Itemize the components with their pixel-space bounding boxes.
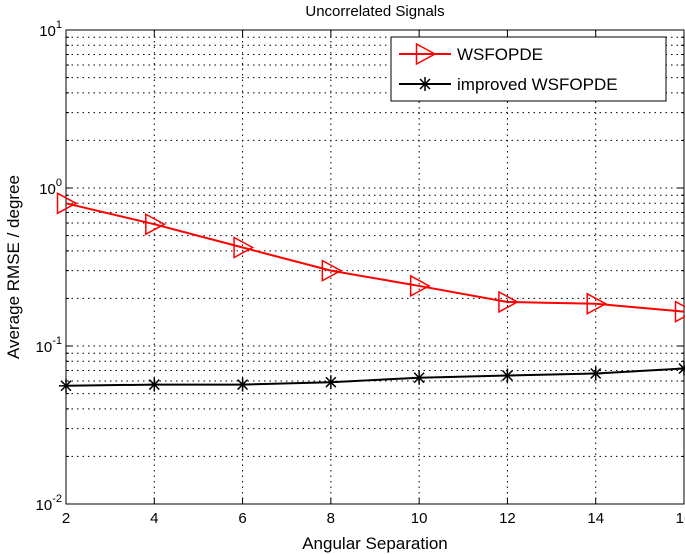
series-line: [65, 202, 685, 313]
y-tick-label: 101: [39, 19, 62, 40]
x-axis-label: Angular Separation: [302, 534, 448, 553]
grid: [66, 30, 684, 504]
series-line: [65, 367, 685, 387]
legend-marker: [415, 42, 437, 66]
legend: WSFOPDE improved WSFOPDE: [390, 36, 667, 102]
y-axis-label: Average RMSE / degree: [4, 175, 23, 359]
plot-area: [65, 29, 685, 505]
data-point: [409, 274, 431, 298]
axis-ticks: 2 4 6 8 10 12 14 16 10-2 10-1 100 101: [36, 19, 685, 527]
data-point: [59, 378, 73, 393]
legend-entry: improved WSFOPDE: [399, 75, 618, 94]
x-tick-label: 4: [150, 510, 158, 527]
data-point: [235, 377, 250, 392]
x-tick-label: 6: [238, 510, 246, 527]
data-point: [56, 192, 78, 215]
data-point: [412, 370, 427, 385]
x-tick-label: 12: [499, 510, 516, 527]
legend-box: [390, 36, 667, 102]
x-tick-label: 14: [587, 510, 604, 527]
x-tick-label: 16: [676, 510, 685, 527]
legend-label: improved WSFOPDE: [457, 75, 618, 94]
data-point: [233, 236, 255, 259]
data-point: [677, 361, 685, 376]
x-tick-label: 8: [327, 510, 335, 527]
data-point: [588, 366, 603, 381]
series-improved-wsfopde: [59, 361, 685, 393]
legend-entry: WSFOPDE: [399, 42, 543, 66]
x-tick-label: 2: [62, 510, 70, 527]
y-tick-label: 10-1: [36, 335, 62, 356]
data-point: [498, 290, 520, 314]
y-tick-label: 10-2: [36, 493, 62, 514]
data-point: [323, 375, 338, 390]
data-point: [500, 368, 515, 383]
data-point: [147, 377, 162, 392]
series-wsfopde: [56, 192, 685, 323]
y-tick-label: 100: [39, 177, 62, 198]
data-point: [586, 292, 608, 316]
legend-label: WSFOPDE: [457, 45, 543, 64]
series: [56, 192, 685, 393]
chart-title: Uncorrelated Signals: [305, 3, 444, 20]
legend-marker: [418, 77, 432, 91]
x-tick-label: 10: [411, 510, 428, 527]
data-point: [145, 212, 166, 236]
data-point: [321, 259, 343, 282]
